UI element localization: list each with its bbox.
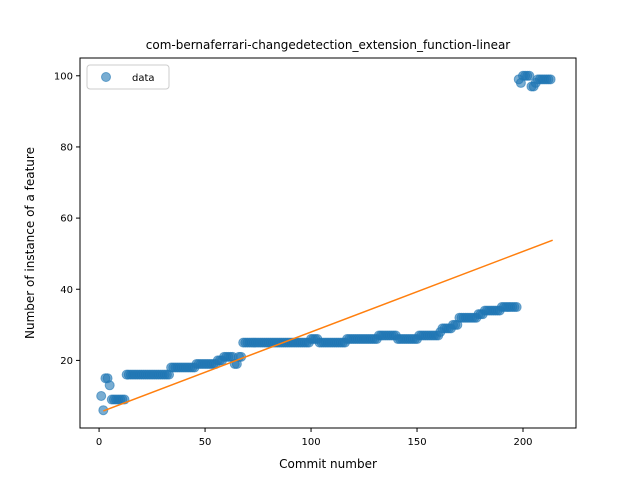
y-axis-title: Number of instance of a feature <box>23 147 37 339</box>
fit-line <box>103 239 553 412</box>
legend: data <box>86 64 170 90</box>
data-point <box>524 70 535 81</box>
data-point <box>96 390 107 401</box>
x-tick-label: 200 <box>513 437 532 448</box>
x-tick-label: 150 <box>407 437 426 448</box>
legend-box <box>86 64 170 90</box>
legend-label-data: data <box>132 73 155 84</box>
x-tick-label: 50 <box>199 437 212 448</box>
x-axis-title: Commit number <box>279 457 377 471</box>
plot-marks <box>96 70 556 416</box>
y-tick-label: 60 <box>60 214 73 225</box>
plot-frame <box>79 57 577 429</box>
data-point <box>511 302 522 313</box>
x-tick-label: 100 <box>301 437 320 448</box>
legend-marker-data <box>101 72 111 82</box>
data-point <box>104 380 115 391</box>
x-tick-label: 0 <box>96 437 102 448</box>
y-axis-ticks: 20 40 60 80 100 <box>54 71 80 367</box>
data-point <box>545 74 556 85</box>
y-tick-label: 20 <box>60 356 73 367</box>
x-axis-ticks: 0 50 100 150 200 <box>96 428 533 448</box>
y-tick-label: 80 <box>60 142 73 153</box>
y-tick-label: 100 <box>54 71 73 82</box>
y-tick-label: 40 <box>60 285 73 296</box>
chart-title: com-bernaferrari-changedetection_extensi… <box>146 38 511 52</box>
